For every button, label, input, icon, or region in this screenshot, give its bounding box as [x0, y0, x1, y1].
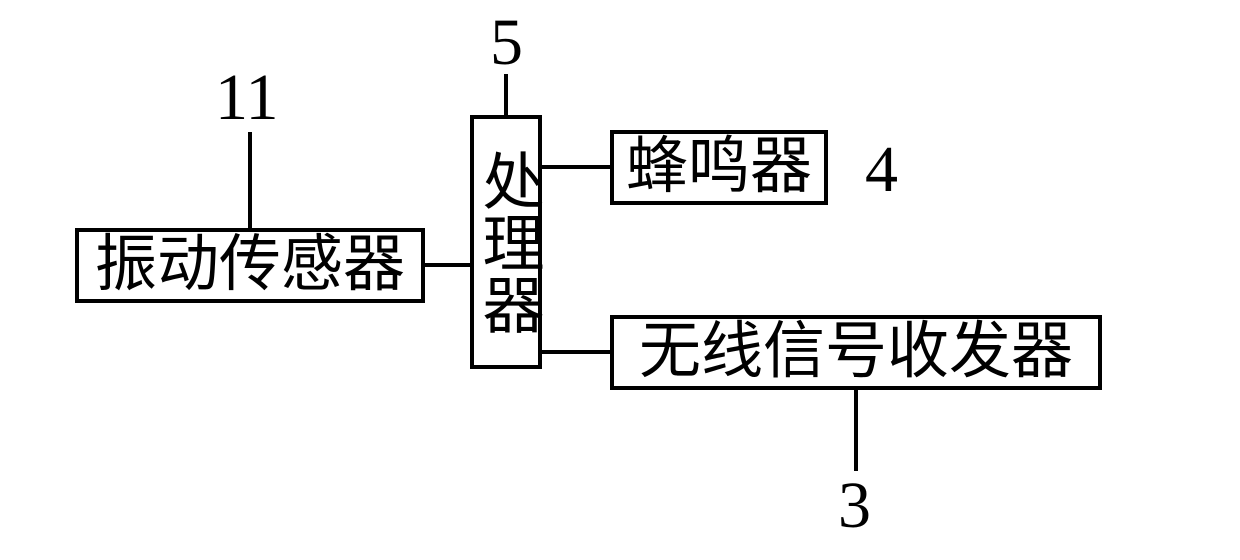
label-wireless-transceiver-id: 3	[838, 468, 871, 544]
node-wireless-transceiver: 无线信号收发器	[610, 315, 1102, 390]
node-vibration-sensor: 振动传感器	[75, 228, 425, 303]
node-buzzer: 蜂鸣器	[610, 130, 828, 205]
node-buzzer-text: 蜂鸣器	[626, 135, 812, 200]
label-vibration-sensor-id: 11	[215, 60, 279, 136]
node-processor-text: 处理器	[473, 149, 538, 335]
node-processor: 处理器	[470, 115, 542, 369]
node-wireless-transceiver-text: 无线信号收发器	[639, 320, 1073, 385]
edge-wireless-to-label3	[854, 389, 858, 471]
diagram-canvas: 振动传感器 处理器 蜂鸣器 无线信号收发器 11 5 4 3	[0, 0, 1240, 560]
edge-processor-to-wireless	[540, 350, 612, 354]
edge-label11-to-sensor	[248, 132, 252, 232]
edge-processor-to-buzzer	[540, 165, 612, 169]
node-vibration-sensor-text: 振动传感器	[95, 233, 405, 298]
label-buzzer-id: 4	[865, 132, 898, 208]
edge-sensor-to-processor	[425, 263, 473, 267]
label-processor-id: 5	[490, 5, 523, 81]
